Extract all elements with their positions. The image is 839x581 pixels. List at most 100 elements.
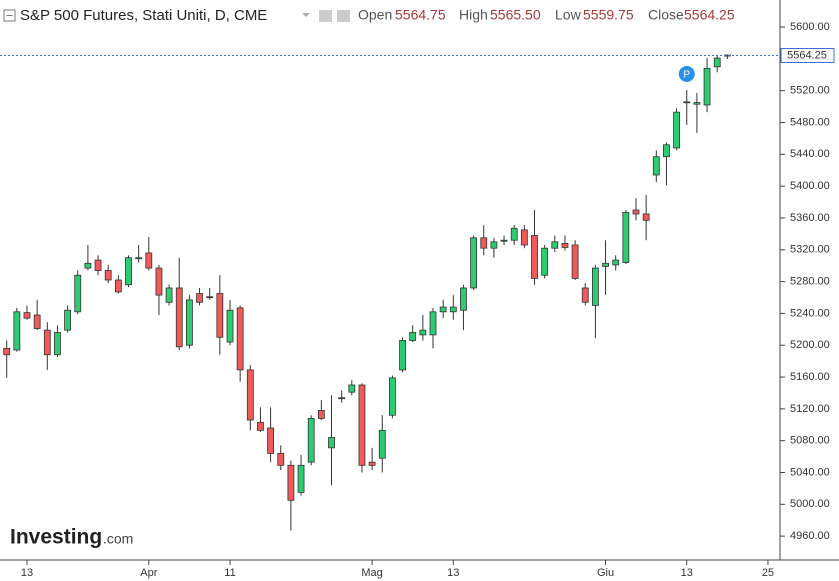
y-tick-label: 5320.00 — [790, 244, 830, 256]
x-tick-label: Apr — [140, 567, 157, 579]
candle-body — [145, 252, 153, 269]
candle-body — [673, 111, 680, 149]
candle-body — [33, 314, 41, 329]
candle-body — [13, 311, 21, 351]
watermark-brand: Investing — [10, 526, 102, 549]
candle-body — [267, 427, 275, 454]
candle-body — [246, 369, 254, 421]
x-tick-label: 11 — [224, 567, 235, 579]
candle-body — [642, 213, 650, 221]
candle-body — [470, 237, 478, 289]
x-tick-label: 13 — [447, 567, 459, 579]
high-value: 5565.50 — [490, 7, 541, 23]
candle-body — [3, 348, 11, 356]
x-tick-label: Giu — [597, 567, 614, 579]
candle-body — [622, 211, 630, 263]
candle-body — [317, 410, 325, 419]
candle-body — [287, 464, 295, 501]
low-value: 5559.75 — [583, 7, 634, 23]
candle-body — [196, 293, 203, 303]
close-value: 5564.25 — [684, 7, 735, 23]
candle-body — [510, 227, 518, 241]
annotation-badge — [678, 66, 695, 82]
candle-body — [429, 311, 437, 336]
candle-body — [135, 257, 143, 260]
last-price-label: 5564.25 — [787, 49, 827, 61]
y-tick-label: 5080.00 — [790, 435, 830, 447]
y-tick-label: 5360.00 — [790, 212, 830, 224]
candle-body — [114, 279, 122, 293]
candle-body — [206, 296, 214, 299]
candle-body — [74, 274, 82, 313]
candle-body — [439, 306, 447, 313]
last-price-box — [780, 47, 835, 63]
candle-body — [612, 259, 620, 266]
candle-body — [480, 237, 488, 249]
close-label: Close — [648, 7, 684, 23]
candle-body — [226, 309, 234, 343]
y-tick-label: 5200.00 — [790, 339, 830, 351]
candle-body — [419, 329, 427, 336]
candle-body — [703, 68, 711, 106]
candle-body — [602, 262, 609, 267]
candle-body — [409, 332, 417, 341]
x-tick-label: 13 — [681, 567, 693, 579]
chart-title: S&P 500 Futures, Stati Uniti, D, CME — [20, 7, 267, 24]
candle-body — [460, 287, 467, 311]
x-tick-label: 25 — [762, 567, 774, 579]
dropdown-icon[interactable] — [302, 13, 310, 17]
candle-body — [165, 287, 173, 303]
y-tick-label: 5440.00 — [790, 148, 830, 160]
candle-body — [54, 332, 61, 356]
settings-icon[interactable] — [319, 10, 332, 22]
candle-body — [358, 384, 366, 466]
y-tick-label: 5280.00 — [790, 275, 830, 287]
annotation-text[interactable]: P — [683, 70, 690, 81]
candle-body — [23, 312, 31, 319]
y-tick-label: 5600.00 — [790, 21, 830, 33]
candle-body — [541, 247, 549, 276]
candle-body — [257, 421, 264, 431]
candle-body — [551, 241, 559, 249]
candle-body — [216, 293, 224, 338]
y-tick-label: 5240.00 — [790, 307, 830, 319]
y-tick-label: 5400.00 — [790, 180, 830, 192]
candle-body — [713, 57, 721, 68]
candle-body — [693, 102, 701, 105]
candle-body — [592, 267, 599, 306]
y-tick-label: 5120.00 — [790, 403, 830, 415]
candle-body — [64, 309, 71, 331]
candle-body — [663, 144, 670, 158]
candle-body — [94, 259, 102, 271]
candle-body — [297, 464, 305, 493]
candle-body — [155, 267, 163, 296]
candle-body — [125, 257, 132, 286]
open-label: Open — [358, 7, 392, 23]
candle-body — [277, 453, 285, 466]
candle-body — [328, 437, 335, 449]
candle-body — [652, 156, 660, 176]
x-tick-label: 13 — [21, 567, 33, 579]
candle-body — [368, 461, 376, 466]
y-tick-label: 5160.00 — [790, 371, 830, 383]
y-tick-label: 5040.00 — [790, 466, 830, 478]
y-tick-label: 4960.00 — [790, 530, 830, 542]
candle-body — [338, 397, 346, 400]
candle-body — [500, 239, 508, 242]
candle-body — [185, 299, 193, 346]
candle-body — [449, 306, 457, 313]
high-label: High — [459, 7, 488, 23]
watermark-suffix: .com — [103, 531, 133, 547]
x-tick-label: Mag — [361, 567, 382, 579]
candle-body — [104, 270, 112, 281]
candle-body — [84, 262, 92, 269]
candle-body — [571, 244, 579, 279]
candle-body — [348, 384, 356, 393]
settings-icon[interactable] — [337, 10, 350, 22]
candle-body — [399, 340, 406, 371]
candle-body — [531, 235, 538, 279]
candle-body — [683, 101, 691, 104]
low-label: Low — [555, 7, 582, 23]
